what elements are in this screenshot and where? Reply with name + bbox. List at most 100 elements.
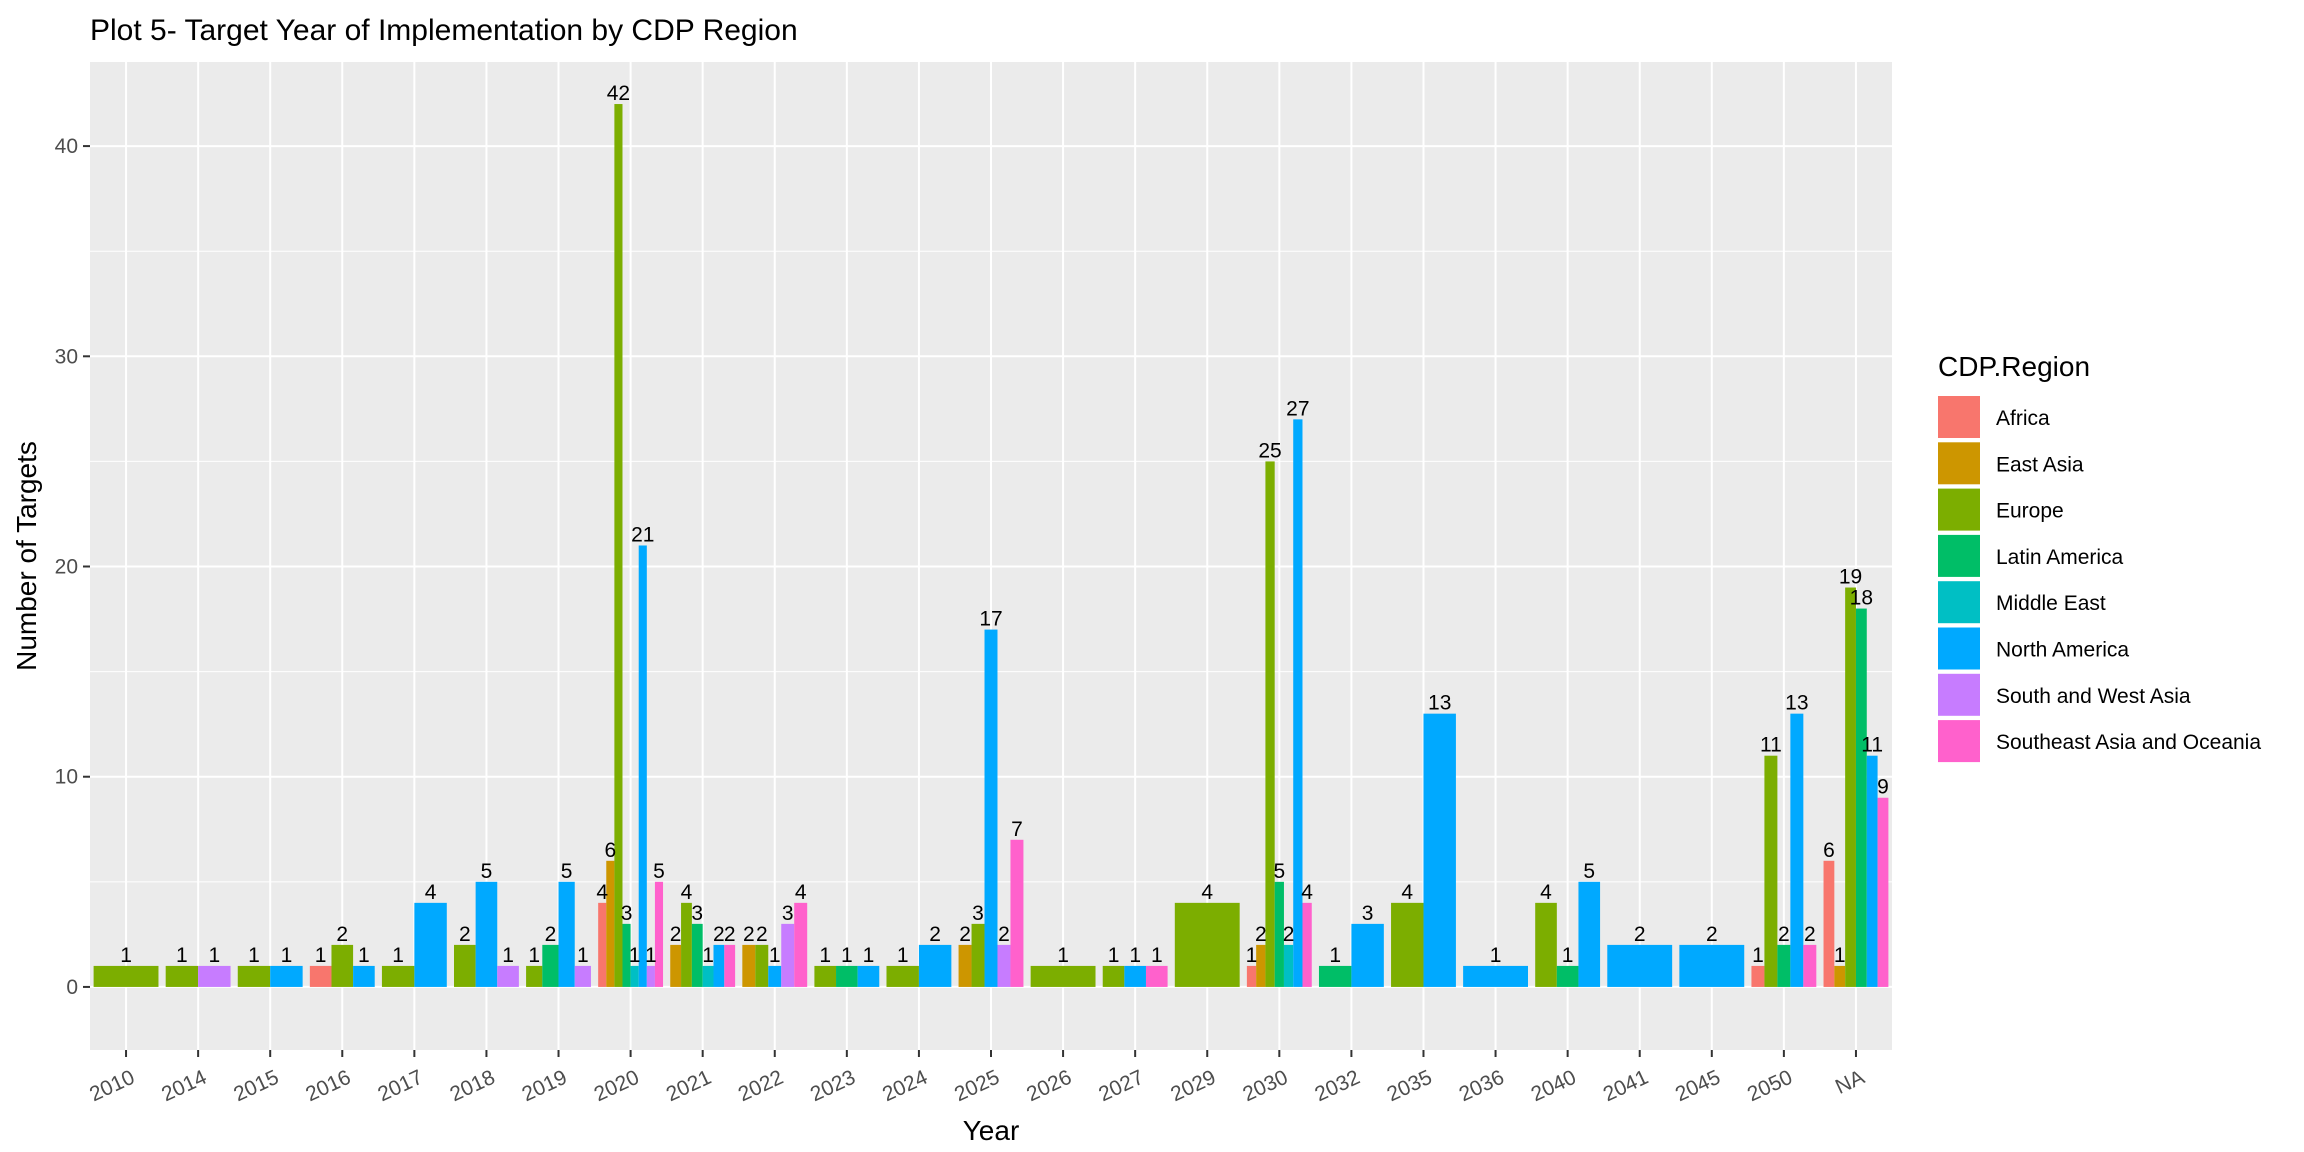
x-tick-label: 2027 bbox=[1095, 1066, 1147, 1107]
bar-value-label: 3 bbox=[972, 902, 984, 925]
legend-swatch bbox=[1938, 442, 1980, 485]
legend-swatch bbox=[1938, 534, 1980, 577]
legend-swatch bbox=[1938, 396, 1980, 438]
legend-label: Latin America bbox=[1996, 546, 2124, 569]
bar bbox=[614, 104, 623, 987]
bar-value-label: 1 bbox=[629, 944, 641, 967]
bar bbox=[1866, 755, 1878, 987]
bar-value-label: 2 bbox=[670, 923, 682, 946]
bar bbox=[1423, 713, 1456, 987]
bar bbox=[237, 965, 271, 987]
bar-value-label: 7 bbox=[1011, 818, 1023, 841]
bar bbox=[331, 944, 354, 987]
bar-value-label: 11 bbox=[1760, 734, 1782, 757]
x-tick-label: 2025 bbox=[951, 1066, 1003, 1107]
bar-value-label: 2 bbox=[724, 923, 736, 946]
bar bbox=[454, 944, 476, 987]
bar bbox=[526, 965, 543, 987]
bar bbox=[1246, 965, 1257, 987]
y-tick-label: 10 bbox=[55, 766, 78, 789]
bar-value-label: 2 bbox=[998, 923, 1010, 946]
bar bbox=[638, 545, 647, 987]
x-tick-label: 2010 bbox=[86, 1066, 138, 1107]
x-tick-label: 2017 bbox=[374, 1066, 426, 1107]
bar bbox=[1302, 902, 1312, 987]
bar-value-label: 2 bbox=[459, 923, 471, 946]
legend-label: Europe bbox=[1996, 500, 2064, 523]
bar bbox=[857, 965, 880, 987]
bar bbox=[781, 923, 795, 987]
x-tick-label: 2040 bbox=[1528, 1066, 1580, 1107]
bar-value-label: 1 bbox=[577, 944, 589, 967]
bar bbox=[1174, 902, 1240, 987]
bar-value-label: 1 bbox=[528, 944, 540, 967]
x-tick-label: NA bbox=[1832, 1066, 1868, 1099]
bar bbox=[1823, 860, 1835, 987]
x-tick-label: 2021 bbox=[663, 1066, 715, 1107]
bar-value-label: 1 bbox=[120, 944, 132, 967]
bar-value-label: 4 bbox=[425, 881, 437, 904]
bar bbox=[1535, 902, 1557, 987]
y-tick-label: 40 bbox=[55, 135, 78, 158]
bar bbox=[670, 944, 682, 987]
x-tick-label: 2024 bbox=[879, 1066, 931, 1107]
bar bbox=[309, 965, 332, 987]
bar bbox=[958, 944, 972, 987]
bar bbox=[198, 965, 231, 987]
bar-value-label: 2 bbox=[1804, 923, 1816, 946]
bar bbox=[574, 965, 591, 987]
legend-title: CDP.Region bbox=[1938, 351, 2090, 382]
x-axis: 2010 2014 2015 2016 2017 2018 2019 2020 2021 2022… bbox=[86, 1050, 1868, 1106]
y-tick-label: 30 bbox=[55, 345, 78, 368]
bar-value-label: 21 bbox=[631, 523, 654, 546]
bar bbox=[724, 944, 736, 987]
bar-value-label: 1 bbox=[1057, 944, 1069, 967]
bar-value-label: 6 bbox=[1823, 839, 1835, 862]
bar-value-label: 13 bbox=[1428, 692, 1451, 715]
bar-value-label: 1 bbox=[248, 944, 260, 967]
bar bbox=[1556, 965, 1579, 987]
bar-value-label: 4 bbox=[596, 881, 608, 904]
bar-value-label: 4 bbox=[1201, 881, 1213, 904]
bar bbox=[755, 944, 769, 987]
bar bbox=[353, 965, 375, 987]
bar bbox=[630, 965, 639, 987]
bar bbox=[1293, 419, 1303, 987]
bar-value-label: 1 bbox=[819, 944, 831, 967]
bar-value-label: 4 bbox=[681, 881, 693, 904]
bar-value-label: 2 bbox=[713, 923, 725, 946]
bar bbox=[497, 965, 519, 987]
bar-value-label: 1 bbox=[769, 944, 781, 967]
legend-label: Middle East bbox=[1996, 592, 2106, 615]
x-tick-label: 2036 bbox=[1456, 1066, 1508, 1107]
bar-value-label: 27 bbox=[1286, 397, 1309, 420]
x-tick-label: 2018 bbox=[446, 1066, 498, 1107]
y-tick-label: 20 bbox=[55, 556, 78, 579]
x-axis-title: Year bbox=[963, 1115, 1020, 1146]
bar bbox=[165, 965, 199, 987]
bar bbox=[1124, 965, 1146, 987]
bar bbox=[1764, 755, 1778, 987]
bar bbox=[794, 902, 808, 987]
bar bbox=[622, 923, 631, 987]
legend-label: South and West Asia bbox=[1996, 685, 2191, 708]
bar bbox=[1777, 944, 1791, 987]
legend-swatch bbox=[1938, 488, 1980, 531]
bar bbox=[1318, 965, 1352, 987]
bar-value-label: 1 bbox=[392, 944, 404, 967]
bar bbox=[768, 965, 782, 987]
bar bbox=[1607, 944, 1673, 987]
bar bbox=[381, 965, 415, 987]
bar-value-label: 13 bbox=[1785, 692, 1808, 715]
bar-value-label: 4 bbox=[1301, 881, 1313, 904]
bar bbox=[814, 965, 837, 987]
bar-value-label: 2 bbox=[336, 923, 348, 946]
bars-layer bbox=[93, 104, 1889, 987]
x-tick-label: 2045 bbox=[1672, 1066, 1724, 1107]
bar bbox=[836, 965, 858, 987]
bar bbox=[1010, 839, 1024, 987]
bar-value-label: 5 bbox=[653, 860, 665, 883]
bar-value-label: 3 bbox=[691, 902, 703, 925]
bar-value-label: 2 bbox=[743, 923, 755, 946]
bar bbox=[1790, 713, 1804, 987]
